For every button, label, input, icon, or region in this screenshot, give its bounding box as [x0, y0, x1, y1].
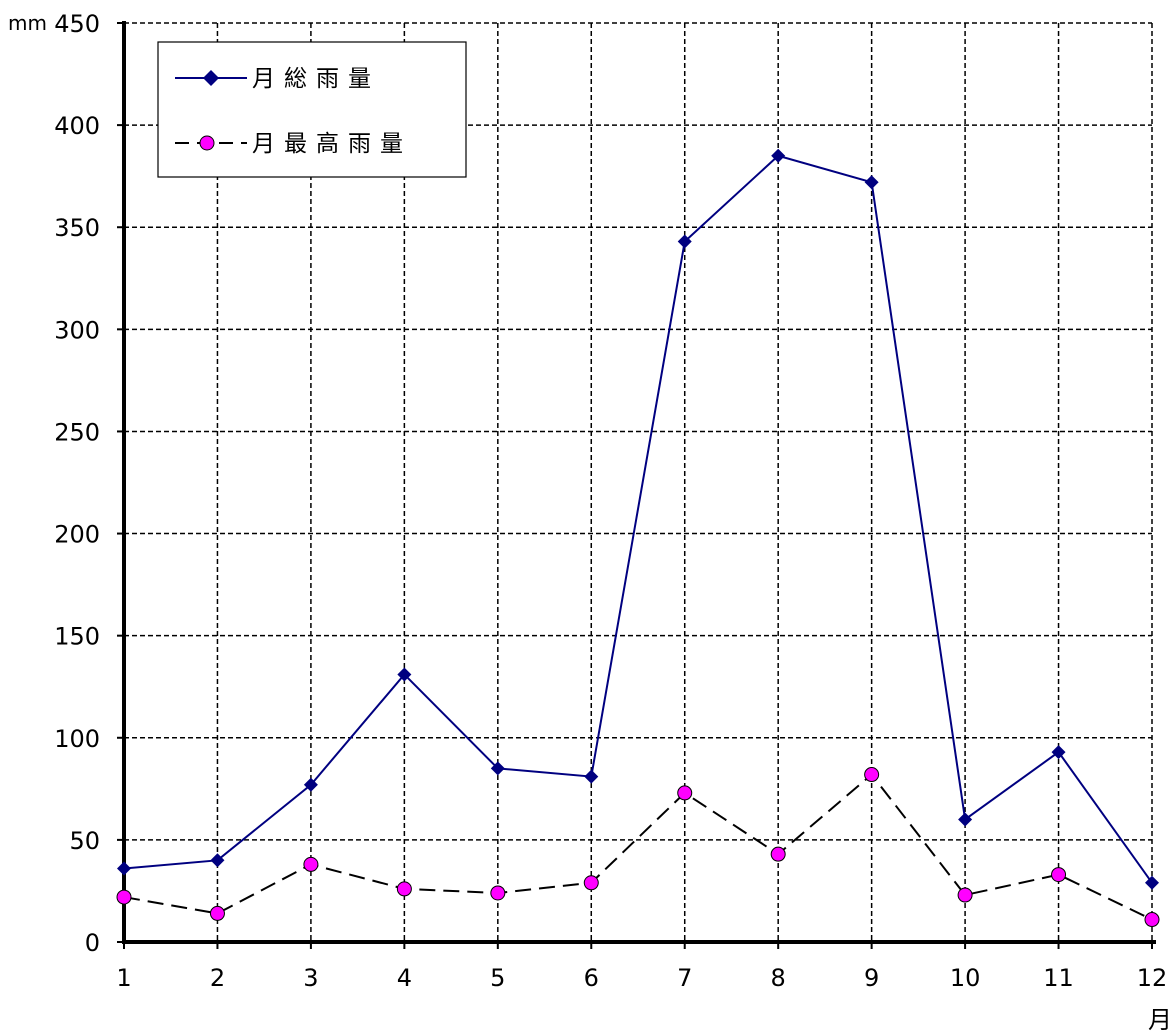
y-tick-label: 400 — [54, 112, 100, 140]
y-tick-label: 300 — [54, 316, 100, 344]
series-2-point — [1051, 867, 1067, 883]
legend-label-series-2: 月最高雨量 — [252, 131, 412, 157]
x-tick-label: 8 — [771, 964, 786, 992]
legend-box — [157, 41, 467, 178]
x-axis-unit: 月 — [1148, 1006, 1172, 1031]
y-tick-label: 0 — [85, 929, 100, 957]
series-1-point — [303, 777, 318, 792]
x-tick-label: 7 — [677, 964, 692, 992]
series-1-point — [117, 861, 131, 876]
series-2-point — [209, 905, 225, 921]
series-1-point — [1145, 875, 1159, 890]
legend-label-series-1: 月総雨量 — [252, 66, 380, 92]
x-tick-label: 10 — [950, 964, 981, 992]
series-2-point — [583, 875, 599, 891]
y-tick-label: 450 — [54, 10, 100, 38]
y-tick-label: 100 — [54, 725, 100, 753]
x-tick-label: 9 — [864, 964, 879, 992]
series-1-point — [210, 853, 225, 868]
series-1-point — [397, 667, 412, 682]
series-2-point — [1144, 912, 1160, 928]
legend-diamond-marker-icon — [203, 70, 219, 86]
x-tick-label: 6 — [584, 964, 599, 992]
series-2-line — [123, 773, 1153, 921]
series-1-line — [123, 154, 1153, 884]
x-tick-label: 3 — [303, 964, 318, 992]
series-2-point — [116, 889, 132, 905]
axes — [117, 21, 1156, 949]
series-1-point — [677, 234, 692, 249]
series-2-point — [864, 767, 880, 783]
series-1-point — [771, 148, 786, 163]
series-2-point — [490, 885, 506, 901]
series-2-point — [957, 887, 973, 903]
x-tick-label: 1 — [116, 964, 131, 992]
y-tick-label: 50 — [69, 827, 100, 855]
y-tick-label: 250 — [54, 418, 100, 446]
series-1-point — [584, 769, 599, 784]
x-tick-label: 4 — [397, 964, 412, 992]
x-tick-label: 5 — [490, 964, 505, 992]
series-2-point — [677, 785, 693, 801]
x-tick-label: 2 — [210, 964, 225, 992]
x-tick-label: 11 — [1043, 964, 1074, 992]
series-2-point — [303, 856, 319, 872]
series-1-point — [864, 175, 879, 190]
series-2-point — [396, 881, 412, 897]
y-tick-label: 350 — [54, 214, 100, 242]
y-tick-label: 150 — [54, 623, 100, 651]
series-2-point — [770, 846, 786, 862]
series-1-point — [490, 761, 505, 776]
series-1-point — [958, 812, 973, 827]
y-axis-unit: mm — [8, 11, 47, 35]
legend: 月総雨量 月最高雨量 — [157, 41, 467, 178]
series-1-point — [1051, 745, 1066, 760]
x-tick-label: 12 — [1137, 964, 1168, 992]
legend-circle-marker-icon — [199, 135, 215, 151]
y-tick-label: 200 — [54, 521, 100, 549]
series-lines — [116, 148, 1160, 928]
